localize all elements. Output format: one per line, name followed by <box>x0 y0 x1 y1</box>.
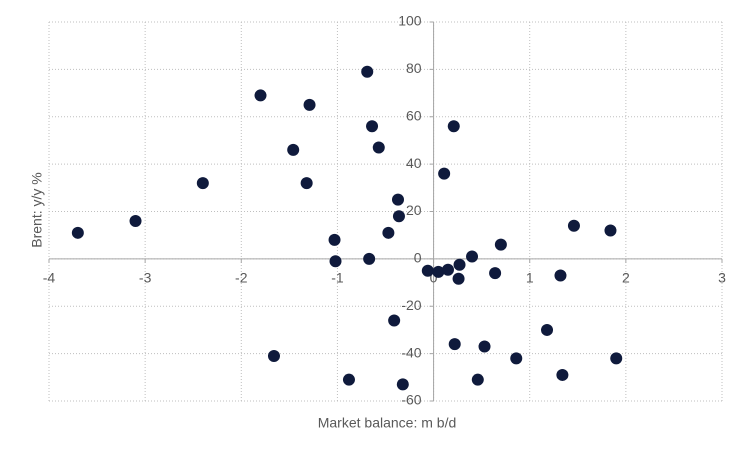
point <box>510 352 523 365</box>
y-tick-label: -60 <box>401 392 421 408</box>
x-tick-label: -2 <box>235 270 248 286</box>
x-tick-label: -3 <box>139 270 152 286</box>
point <box>328 233 341 246</box>
y-tick-label: -20 <box>401 297 421 313</box>
x-tick-label: -4 <box>43 270 56 286</box>
point <box>129 214 142 227</box>
y-tick-label: 0 <box>414 250 422 266</box>
point <box>396 378 409 391</box>
point <box>610 352 623 365</box>
point <box>303 98 316 111</box>
point <box>421 264 434 277</box>
point <box>567 219 580 232</box>
y-axis-title: Brent: y/y % <box>29 172 45 247</box>
point <box>494 238 507 251</box>
y-tick-label: 60 <box>406 107 422 123</box>
point <box>452 272 465 285</box>
point <box>453 258 466 271</box>
point <box>541 323 554 336</box>
point <box>392 210 405 223</box>
point <box>471 373 484 386</box>
point <box>196 177 209 190</box>
x-axis-title: Market balance: m b/d <box>318 415 457 431</box>
point <box>267 349 280 362</box>
point <box>300 177 313 190</box>
point <box>363 252 376 265</box>
point <box>329 255 342 268</box>
point <box>372 141 385 154</box>
point <box>391 193 404 206</box>
point <box>554 269 567 282</box>
x-tick-label: -1 <box>331 270 344 286</box>
point <box>448 338 461 351</box>
x-tick-label: 0 <box>430 270 438 286</box>
point <box>71 226 84 239</box>
point <box>489 267 502 280</box>
point <box>466 250 479 263</box>
x-tick-label: 1 <box>526 270 534 286</box>
x-tick-label: 2 <box>622 270 630 286</box>
point <box>441 263 454 276</box>
y-tick-label: 100 <box>398 13 422 29</box>
y-tick-label: 40 <box>406 155 422 171</box>
point <box>254 89 267 102</box>
point <box>432 265 445 278</box>
point <box>388 314 401 327</box>
y-tick-label: 80 <box>406 60 422 76</box>
point <box>438 167 451 180</box>
point <box>478 340 491 353</box>
point <box>342 373 355 386</box>
point <box>366 120 379 133</box>
x-tick-label: 3 <box>718 270 726 286</box>
point <box>604 224 617 237</box>
point <box>361 65 374 78</box>
point <box>287 143 300 156</box>
y-tick-label: -40 <box>401 344 421 360</box>
point <box>382 226 395 239</box>
y-tick-label: 20 <box>406 202 422 218</box>
point <box>556 368 569 381</box>
point <box>447 120 460 133</box>
